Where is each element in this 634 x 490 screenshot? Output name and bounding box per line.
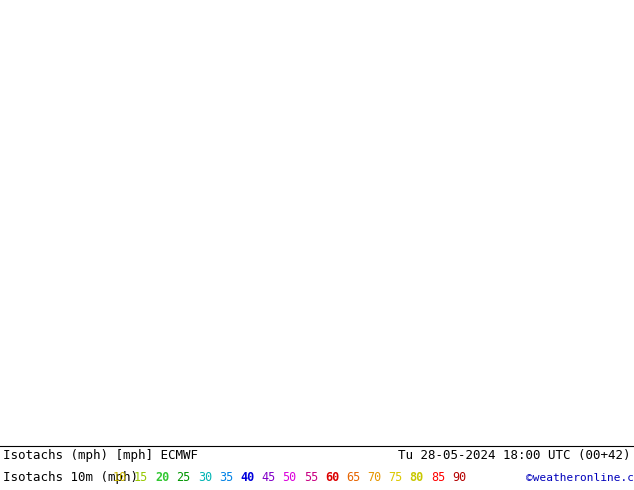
- Text: 15: 15: [134, 471, 148, 485]
- Text: 10: 10: [113, 471, 127, 485]
- Text: 55: 55: [304, 471, 318, 485]
- Text: 45: 45: [261, 471, 276, 485]
- Text: 65: 65: [346, 471, 360, 485]
- Text: 20: 20: [155, 471, 169, 485]
- Text: 60: 60: [325, 471, 339, 485]
- Text: 25: 25: [176, 471, 191, 485]
- Text: 75: 75: [389, 471, 403, 485]
- Text: Tu 28-05-2024 18:00 UTC (00+42): Tu 28-05-2024 18:00 UTC (00+42): [399, 449, 631, 463]
- Text: ©weatheronline.co.uk: ©weatheronline.co.uk: [526, 473, 634, 483]
- Text: 80: 80: [410, 471, 424, 485]
- Text: 40: 40: [240, 471, 254, 485]
- Text: 85: 85: [431, 471, 445, 485]
- Text: 90: 90: [452, 471, 467, 485]
- Text: 35: 35: [219, 471, 233, 485]
- Text: Isotachs 10m (mph): Isotachs 10m (mph): [3, 471, 138, 485]
- Text: Isotachs (mph) [mph] ECMWF: Isotachs (mph) [mph] ECMWF: [3, 449, 198, 463]
- Text: 50: 50: [283, 471, 297, 485]
- Text: 70: 70: [367, 471, 382, 485]
- Text: 30: 30: [198, 471, 212, 485]
